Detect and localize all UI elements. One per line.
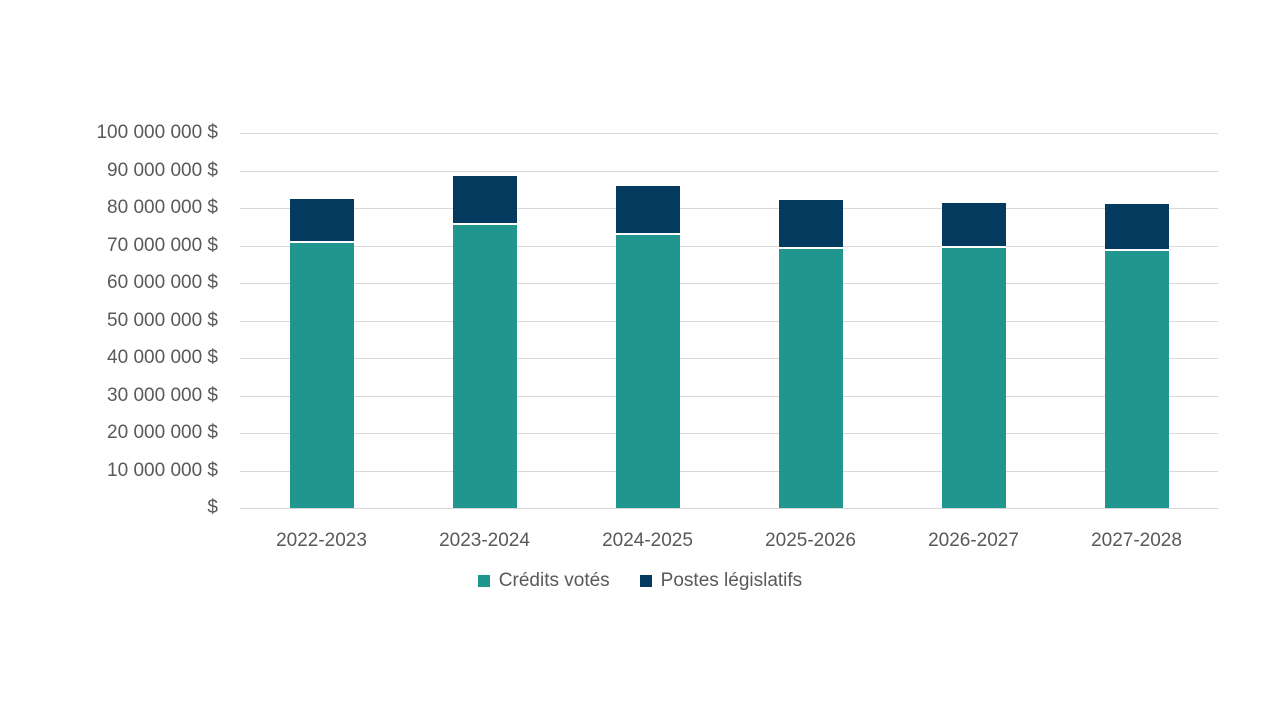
- plot-area: [240, 133, 1218, 509]
- bar-segment-credits-votes-2027-2028: [1104, 251, 1169, 508]
- x-axis-tick-label: 2025-2026: [765, 530, 856, 551]
- x-axis-tick-label: 2026-2027: [928, 530, 1019, 551]
- y-axis-tick-label: $: [207, 497, 218, 518]
- x-axis-tick-label: 2027-2028: [1091, 530, 1182, 551]
- legend: Crédits votés Postes législatifs: [0, 570, 1280, 592]
- y-axis-tick-label: 60 000 000 $: [107, 272, 218, 293]
- gridline: [240, 320, 1218, 322]
- y-axis-tick-label: 90 000 000 $: [107, 159, 218, 181]
- y-axis-tick-label: 40 000 000 $: [107, 347, 218, 368]
- gridline: [240, 283, 1218, 284]
- bar-segment-postes-legislatifs-2027-2028: [1104, 204, 1169, 252]
- legend-swatch-credits-votes: [477, 575, 490, 587]
- bar-segment-credits-votes-2023-2024: [452, 224, 517, 508]
- x-axis: 2022-2023 2023-2024 2024-2025 2025-2026 2026…: [240, 528, 1218, 554]
- gridline: [240, 245, 1218, 247]
- gridline: [240, 208, 1218, 209]
- gridline: [240, 433, 1218, 434]
- y-axis-tick-label: 20 000 000 $: [107, 422, 218, 443]
- bar-segment-postes-legislatifs-2026-2027: [941, 203, 1006, 249]
- bar-segment-postes-legislatifs-2025-2026: [778, 199, 843, 249]
- bar-segment-credits-votes-2024-2025: [615, 235, 680, 508]
- x-axis-tick-label: 2023-2024: [439, 530, 530, 551]
- gridline: [240, 395, 1218, 397]
- y-axis: 100 000 000 $ 90 000 000 $ 80 000 000 $ 70 …: [0, 0, 218, 720]
- bar-segment-postes-legislatifs-2022-2023: [289, 198, 354, 244]
- legend-label-credits-votes: Crédits votés: [498, 570, 610, 591]
- legend-label-postes-legislatifs: Postes législatifs: [660, 570, 803, 591]
- y-axis-tick-label: 70 000 000 $: [107, 234, 218, 256]
- gridline: [240, 358, 1218, 359]
- bar-segment-credits-votes-2026-2027: [941, 248, 1006, 508]
- y-axis-tick-label: 80 000 000 $: [107, 197, 218, 218]
- legend-item-postes-legislatifs: Postes législatifs: [639, 570, 803, 592]
- legend-swatch-postes-legislatifs: [639, 575, 652, 587]
- gridline: [240, 170, 1218, 172]
- bar-segment-postes-legislatifs-2023-2024: [452, 175, 517, 225]
- bar-segment-credits-votes-2025-2026: [778, 248, 843, 508]
- y-axis-tick-label: 30 000 000 $: [107, 384, 218, 406]
- legend-item-credits-votes: Crédits votés: [477, 570, 610, 592]
- gridline: [240, 508, 1218, 509]
- gridline: [240, 470, 1218, 472]
- y-axis-tick-label: 50 000 000 $: [107, 309, 218, 331]
- y-axis-tick-label: 100 000 000 $: [96, 122, 218, 143]
- bar-segment-credits-votes-2022-2023: [289, 243, 354, 508]
- bar-segment-postes-legislatifs-2024-2025: [615, 186, 680, 236]
- gridline: [240, 133, 1218, 134]
- x-axis-tick-label: 2024-2025: [602, 530, 693, 551]
- y-axis-tick-label: 10 000 000 $: [107, 459, 218, 481]
- x-axis-tick-label: 2022-2023: [276, 530, 367, 551]
